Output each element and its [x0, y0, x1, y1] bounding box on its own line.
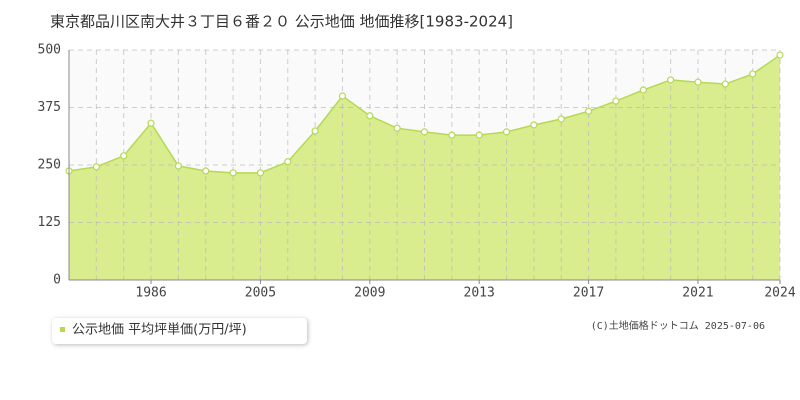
chart-title: 東京都品川区南大井３丁目６番２０ 公示地価 地価推移[1983-2024]: [50, 13, 513, 31]
point: [584, 107, 593, 115]
y-tick-label: 375: [38, 100, 61, 115]
point: [502, 128, 511, 136]
plot: 0 125 250 375 500 1986 2005 2009 2013 2017 2021 202…: [38, 43, 796, 301]
point: [338, 92, 347, 100]
point: [557, 115, 565, 123]
point: [393, 124, 401, 132]
point: [612, 97, 620, 105]
point: [420, 128, 429, 136]
x-tick-label: 2024: [764, 286, 795, 301]
legend-label: 公示地価 平均坪単価(万円/坪): [72, 322, 247, 338]
x-tick-label: 2021: [682, 286, 713, 301]
point: [92, 163, 100, 171]
point: [694, 78, 702, 86]
point: [448, 131, 456, 139]
point: [475, 131, 483, 139]
point: [202, 167, 210, 175]
legend-swatch: [60, 327, 65, 332]
point: [366, 112, 374, 120]
point: [639, 86, 647, 94]
x-tick-label: 2013: [464, 286, 495, 301]
point: [530, 121, 538, 129]
point: [667, 76, 675, 84]
y-tick-label: 0: [53, 273, 61, 288]
y-tick-label: 250: [38, 158, 61, 173]
x-tick-label: 2017: [573, 286, 604, 301]
y-tick-label: 500: [38, 43, 61, 58]
point: [776, 51, 784, 59]
point: [229, 169, 237, 177]
credit: (C)土地価格ドットコム 2025-07-06: [591, 319, 765, 332]
point: [256, 169, 265, 177]
point: [749, 70, 757, 78]
x-tick-label: 2009: [354, 286, 385, 301]
y-tick-label: 125: [38, 215, 61, 230]
point: [120, 152, 128, 160]
x-tick-label: 1986: [135, 286, 166, 301]
point: [147, 119, 155, 127]
point: [174, 162, 182, 170]
x-tick-label: 2005: [245, 286, 276, 301]
point: [284, 158, 292, 166]
point: [311, 127, 319, 135]
point: [721, 80, 729, 88]
legend-box: [52, 318, 307, 344]
